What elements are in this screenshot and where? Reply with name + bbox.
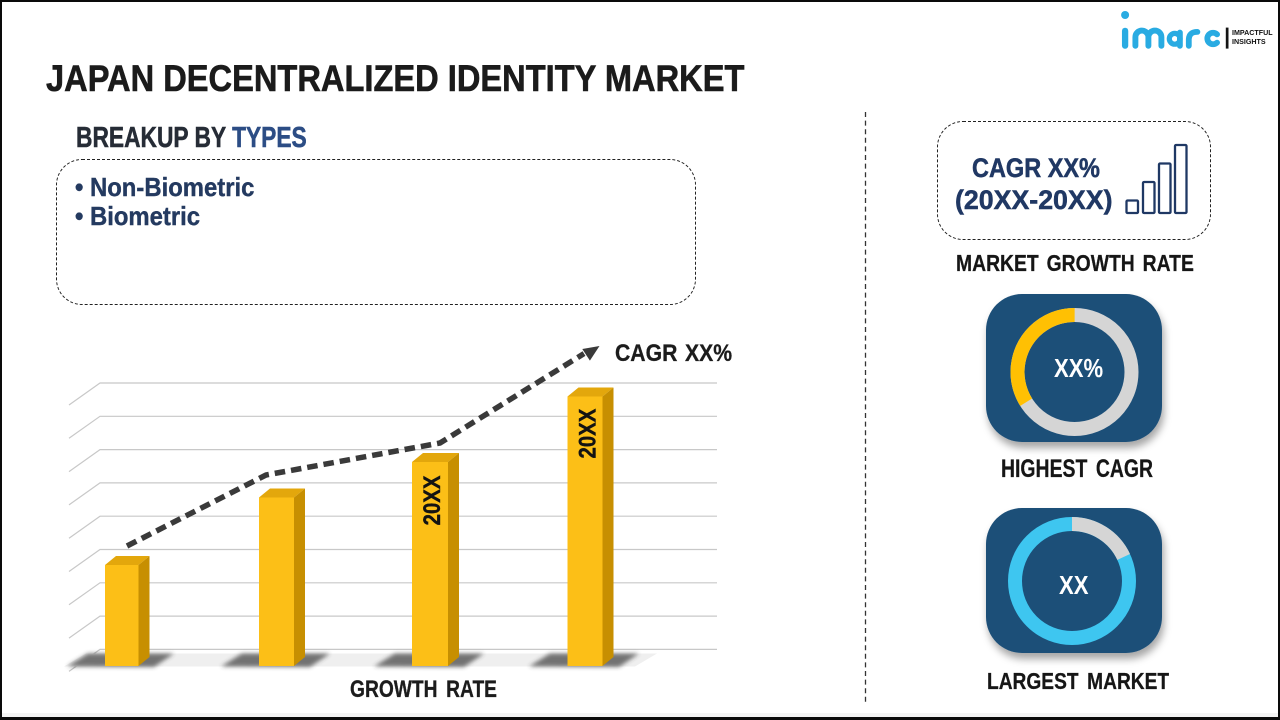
svg-text:20XX: 20XX [418, 475, 445, 525]
svg-text:20XX: 20XX [574, 408, 601, 458]
